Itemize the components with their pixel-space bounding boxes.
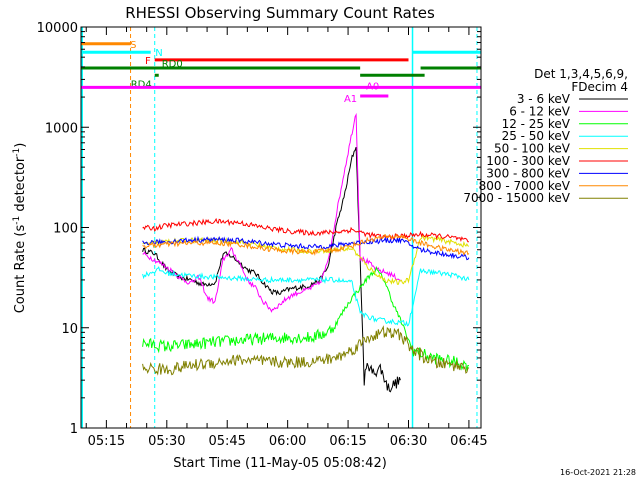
- legend-entry-label: 50 - 100 keV: [494, 142, 571, 156]
- flag-label-a1: A1: [344, 94, 357, 105]
- legend-header: Det 1,3,4,5,6,9,: [534, 67, 628, 81]
- legend-entry-label: 100 - 300 keV: [486, 154, 570, 168]
- series-line-1: [142, 112, 401, 313]
- x-tick-label: 05:30: [148, 434, 185, 449]
- y-tick-label: 1: [70, 422, 78, 437]
- legend-entry-label: 800 - 7000 keV: [479, 179, 571, 193]
- footer-timestamp: 16-Oct-2021 21:28: [560, 468, 636, 477]
- legend-entry-label: 12 - 25 keV: [502, 117, 571, 131]
- plot-area: [81, 27, 478, 428]
- flag-label-f: F: [145, 56, 151, 67]
- flag-label-s: S: [130, 40, 136, 51]
- y-tick-label: 1000: [45, 121, 78, 136]
- y-tick-label: 10000: [37, 21, 78, 36]
- x-tick-label: 05:45: [208, 434, 245, 449]
- series-line-8: [142, 325, 470, 376]
- series-line-3: [142, 266, 470, 327]
- flag-label-a0: A0: [366, 81, 379, 92]
- flag-label-rd0: RD0: [162, 59, 183, 70]
- x-tick-label: 06:15: [329, 434, 366, 449]
- x-tick-label: 05:15: [88, 434, 125, 449]
- chart-title: RHESSI Observing Summary Count Rates: [125, 4, 435, 22]
- series-line-2: [142, 266, 469, 371]
- x-tick-label: 06:30: [390, 434, 427, 449]
- flag-bars: S NF RD0 RD4 A0 A1: [81, 40, 481, 105]
- y-tick-label: 100: [53, 222, 78, 237]
- legend-entry-label: 25 - 50 keV: [502, 129, 571, 143]
- series-line-0: [142, 146, 401, 393]
- flag-label-n: N: [155, 48, 162, 59]
- x-axis-label: Start Time (11-May-05 05:08:42): [173, 456, 387, 471]
- y-axis-label: Count Rate (s-1 detector-1): [12, 143, 28, 314]
- legend-entry-label: 7000 - 15000 keV: [463, 191, 570, 205]
- series-line-5: [142, 217, 469, 243]
- series-line-7: [142, 233, 470, 256]
- x-tick-label: 06:45: [450, 434, 487, 449]
- legend-header: FDecim 4: [571, 80, 628, 94]
- flag-label-rd4: RD4: [131, 79, 152, 90]
- axes: 1 10 100 1000 10000 05:15 05:30 05:45 06:00 06:15…: [37, 21, 488, 449]
- legend-entry-label: 300 - 800 keV: [486, 166, 570, 180]
- x-tick-label: 06:00: [269, 434, 306, 449]
- legend-entry-label: 6 - 12 keV: [509, 104, 571, 118]
- y-tick-label: 10: [61, 322, 78, 337]
- legend-entry-label: 3 - 6 keV: [517, 92, 571, 106]
